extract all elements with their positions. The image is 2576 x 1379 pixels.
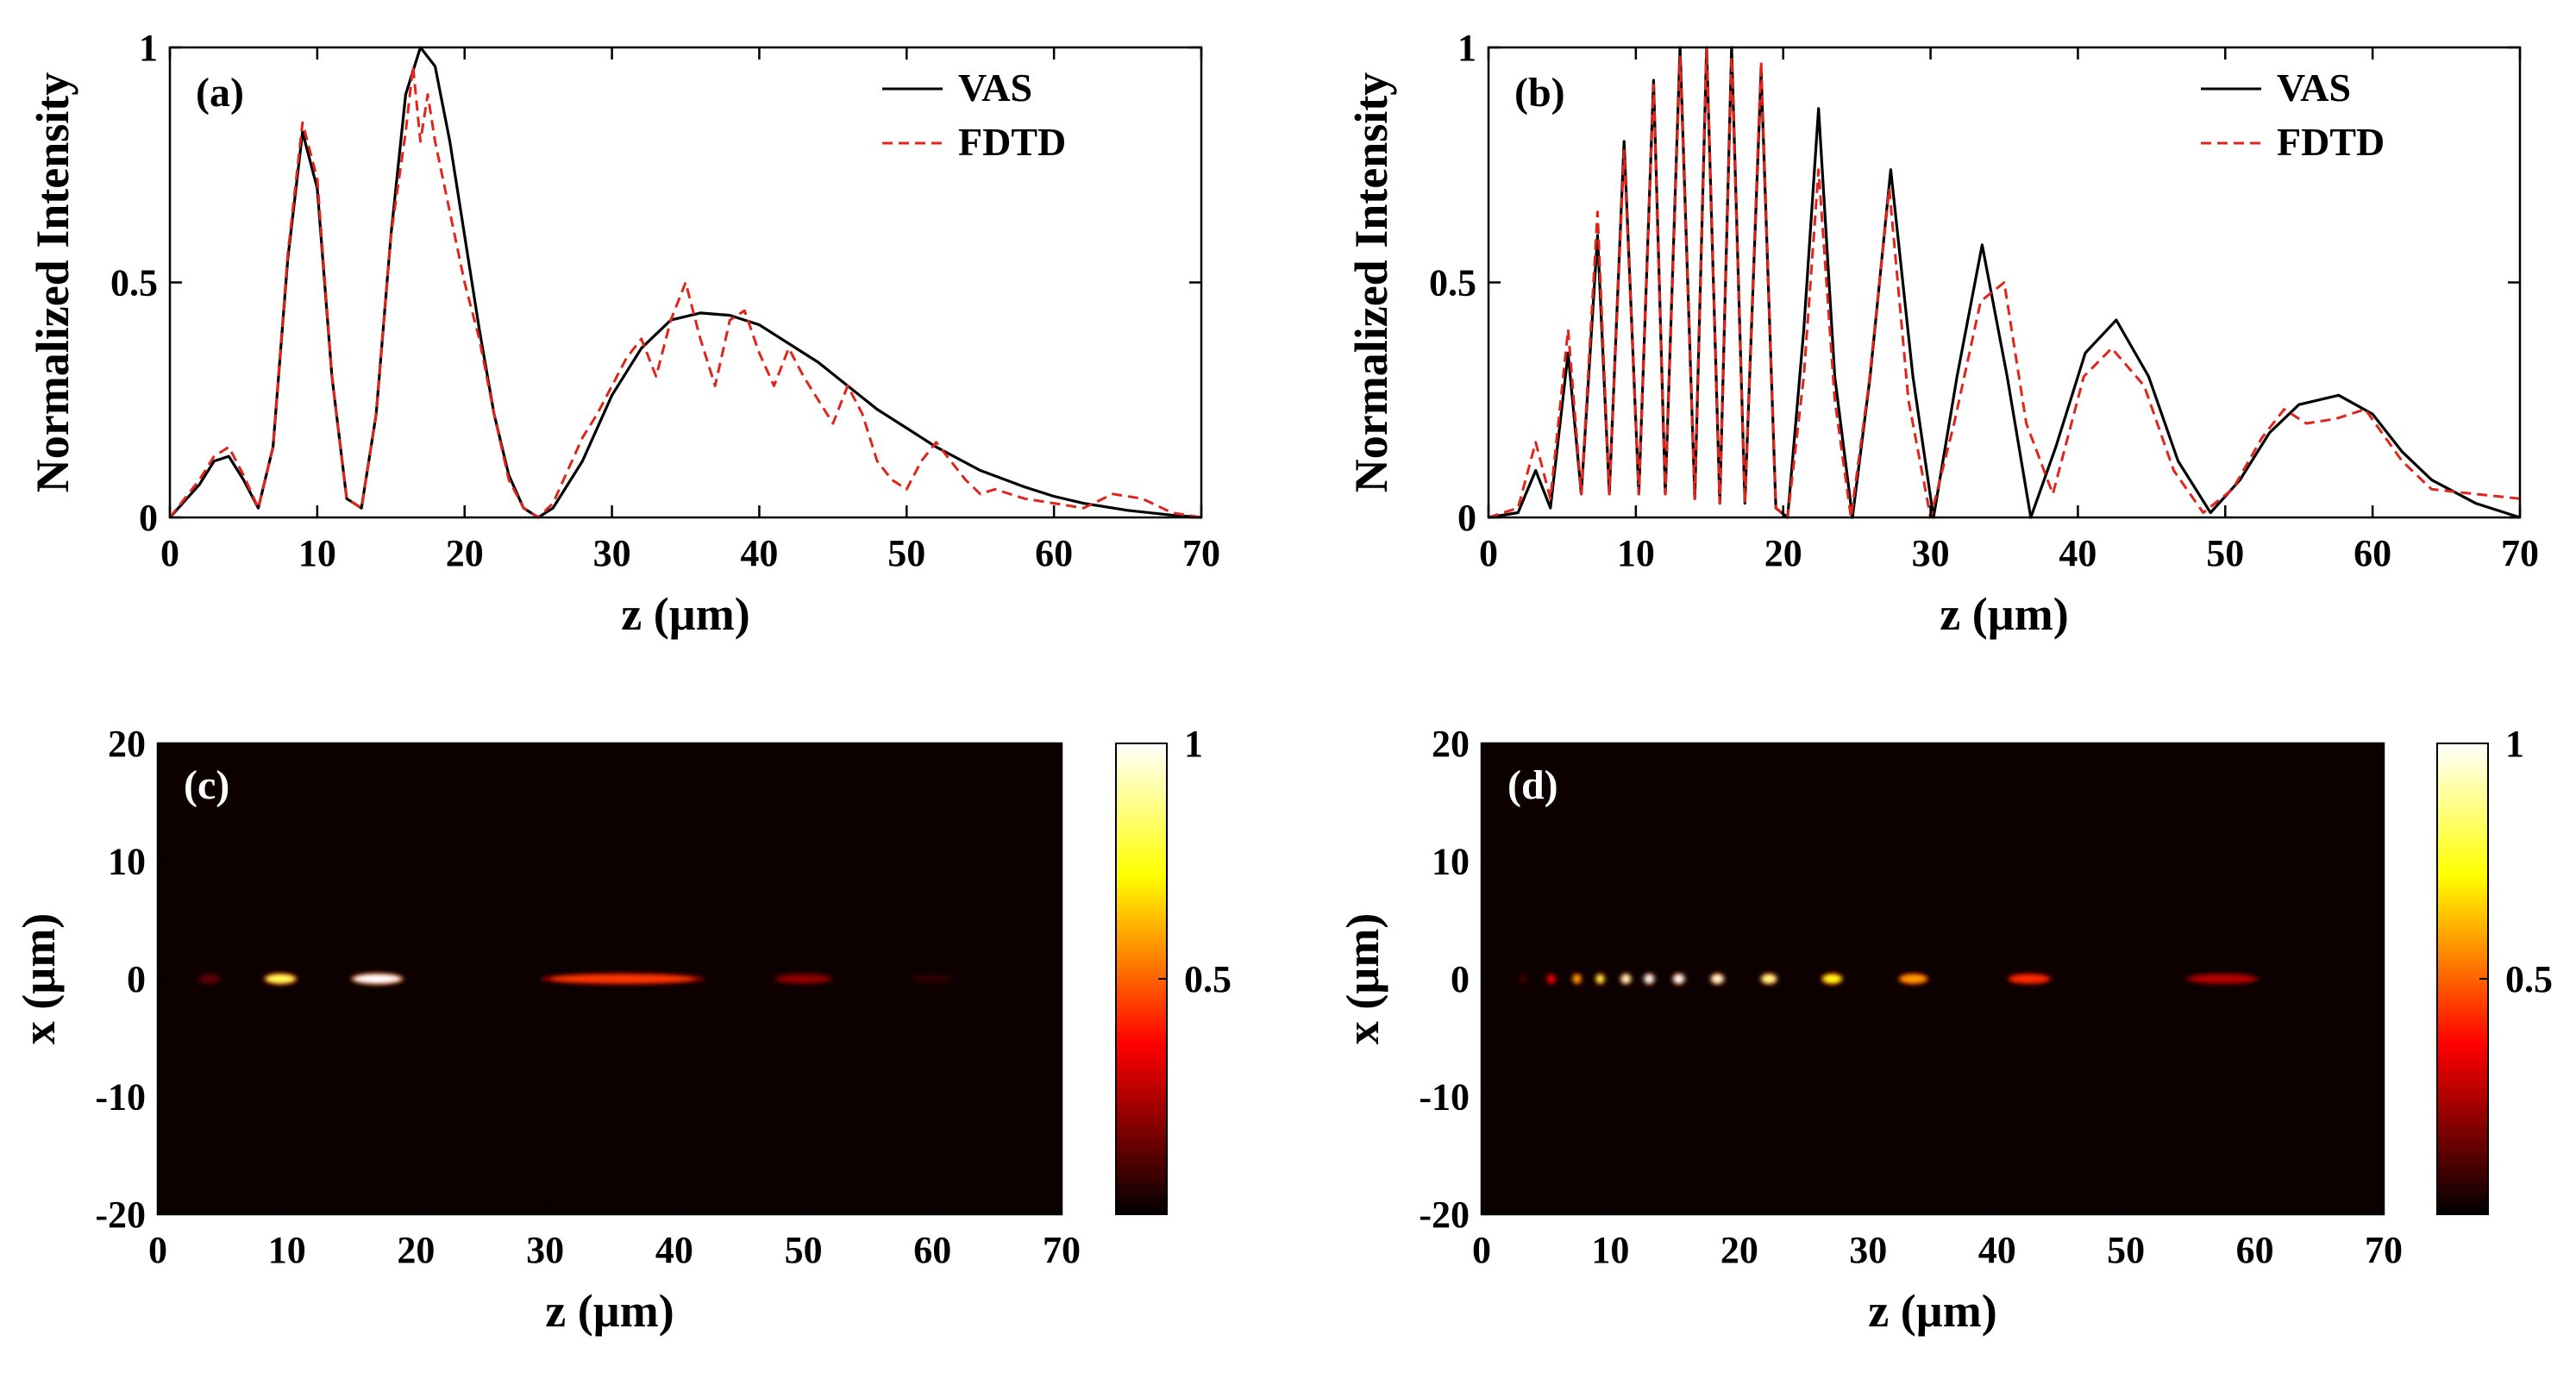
x-tick-label: 60: [2353, 532, 2391, 574]
colorbar: 10.5: [1115, 723, 1232, 1215]
x-tick-label: 10: [298, 532, 336, 574]
y-tick-label: 20: [1432, 723, 1470, 765]
legend-label-vas: VAS: [2277, 66, 2351, 110]
x-tick-label: 40: [1978, 1229, 2016, 1271]
legend-label-fdtd: FDTD: [2277, 120, 2385, 164]
intensity-spot: [354, 975, 400, 983]
x-tick-label: 50: [2206, 532, 2244, 574]
intensity-spot: [2190, 975, 2255, 983]
panel-label: (c): [184, 762, 229, 808]
heatmap-spots: [197, 973, 956, 985]
x-axis-label: z (µm): [621, 588, 750, 640]
x-tick-label: 60: [1035, 532, 1073, 574]
x-tick-label: 30: [593, 532, 631, 574]
intensity-spot: [1673, 975, 1684, 983]
x-tick-label: 70: [1043, 1229, 1081, 1271]
x-tick-label: 30: [1849, 1229, 1887, 1271]
x-tick-label: 50: [785, 1229, 823, 1271]
y-tick-label: 0.5: [110, 262, 158, 304]
colorbar-tick-label: 0.5: [1184, 958, 1232, 1000]
panel-d-heatmap: 0 10 20 30 40 50 60 70 20 10 0 -10 -20 z (µm) x (µm) (d…: [1337, 723, 2553, 1337]
legend-label-vas: VAS: [958, 66, 1032, 110]
x-tick-label: 30: [1912, 532, 1950, 574]
y-tick-label: -20: [95, 1194, 146, 1236]
x-tick-label: 60: [913, 1229, 951, 1271]
y-axis-label: x (µm): [13, 913, 65, 1045]
intensity-spot: [1900, 975, 1927, 983]
colorbar: 10.5: [2436, 723, 2553, 1215]
y-tick-label: -10: [1419, 1076, 1470, 1119]
series-line-fdtd: [1488, 46, 2521, 519]
colorbar-tick-label: 0.5: [2505, 958, 2553, 1000]
intensity-spot: [1547, 975, 1556, 983]
panel-label: (d): [1507, 762, 1558, 808]
y-axis-label: x (µm): [1337, 913, 1388, 1045]
y-axis-label: Normalized Intensity: [27, 72, 78, 492]
x-tick-label: 0: [160, 532, 179, 574]
intensity-spot: [777, 975, 830, 983]
y-axis-label: Normalized Intensity: [1345, 72, 1397, 492]
panel-c-heatmap: 0 10 20 30 40 50 60 70 20 10 0 -10 -20 z (µm) x (µm) (c…: [13, 723, 1232, 1337]
y-tick-label: 0: [139, 497, 158, 539]
series-line-fdtd: [168, 65, 1202, 519]
x-tick-label: 50: [2107, 1229, 2145, 1271]
y-tick-label: -10: [95, 1076, 146, 1119]
intensity-spot: [1822, 975, 1841, 983]
x-tick-label: 30: [526, 1229, 564, 1271]
y-tick-label: 0: [1457, 497, 1476, 539]
intensity-spot: [1711, 975, 1724, 983]
intensity-spot: [1519, 975, 1526, 983]
intensity-spot: [1573, 975, 1582, 983]
y-tick-label: 20: [108, 723, 146, 765]
panel-a-line-chart: 0 10 20 30 40 50 60 70 0 0.5 1 z (µm) Normalized Int…: [27, 27, 1220, 640]
x-tick-label: 20: [1720, 1229, 1758, 1271]
x-tick-label: 50: [887, 532, 925, 574]
intensity-spot: [2009, 975, 2049, 983]
x-tick-label: 40: [2059, 532, 2097, 574]
intensity-spot: [1762, 975, 1777, 983]
intensity-spot: [1595, 975, 1604, 983]
panel-label: (b): [1514, 70, 1565, 116]
panel-b-line-chart: 0 10 20 30 40 50 60 70 0 0.5 1 z (µm) Normalized Int…: [1345, 27, 2539, 640]
x-tick-label: 0: [1479, 532, 1498, 574]
x-tick-label: 40: [655, 1229, 693, 1271]
y-tick-label: 1: [1457, 27, 1476, 69]
x-tick-label: 70: [2501, 532, 2539, 574]
intensity-spot: [912, 975, 952, 983]
colorbar-tick-label: 1: [1184, 723, 1203, 765]
x-tick-label: 10: [1617, 532, 1655, 574]
intensity-spot: [1621, 975, 1631, 983]
panel-label: (a): [196, 70, 244, 116]
x-tick-label: 20: [397, 1229, 435, 1271]
x-tick-label: 20: [1764, 532, 1802, 574]
x-tick-label: 10: [1591, 1229, 1629, 1271]
colorbar-tick-label: 1: [2505, 723, 2524, 765]
x-axis-label: z (µm): [1940, 588, 2069, 640]
legend-label-fdtd: FDTD: [958, 120, 1066, 164]
intensity-spot: [199, 975, 220, 983]
x-tick-label: 70: [2365, 1229, 2403, 1271]
y-tick-label: 0: [127, 958, 146, 1000]
y-tick-label: 1: [139, 27, 158, 69]
x-tick-label: 0: [1472, 1229, 1491, 1271]
heatmap-spots: [1519, 973, 2260, 985]
y-tick-label: 10: [108, 841, 146, 883]
x-axis-label: z (µm): [545, 1285, 674, 1337]
x-tick-label: 20: [446, 532, 484, 574]
y-tick-label: 10: [1432, 841, 1470, 883]
x-tick-label: 10: [268, 1229, 306, 1271]
intensity-spot: [266, 975, 295, 983]
y-tick-label: 0.5: [1429, 262, 1476, 304]
y-tick-label: 0: [1451, 958, 1470, 1000]
intensity-spot: [1645, 975, 1654, 983]
x-tick-label: 40: [740, 532, 778, 574]
y-tick-label: -20: [1419, 1194, 1470, 1236]
x-tick-label: 0: [148, 1229, 167, 1271]
x-tick-label: 60: [2236, 1229, 2274, 1271]
intensity-spot: [551, 975, 694, 983]
x-tick-label: 70: [1182, 532, 1220, 574]
x-axis-label: z (µm): [1868, 1285, 1997, 1337]
